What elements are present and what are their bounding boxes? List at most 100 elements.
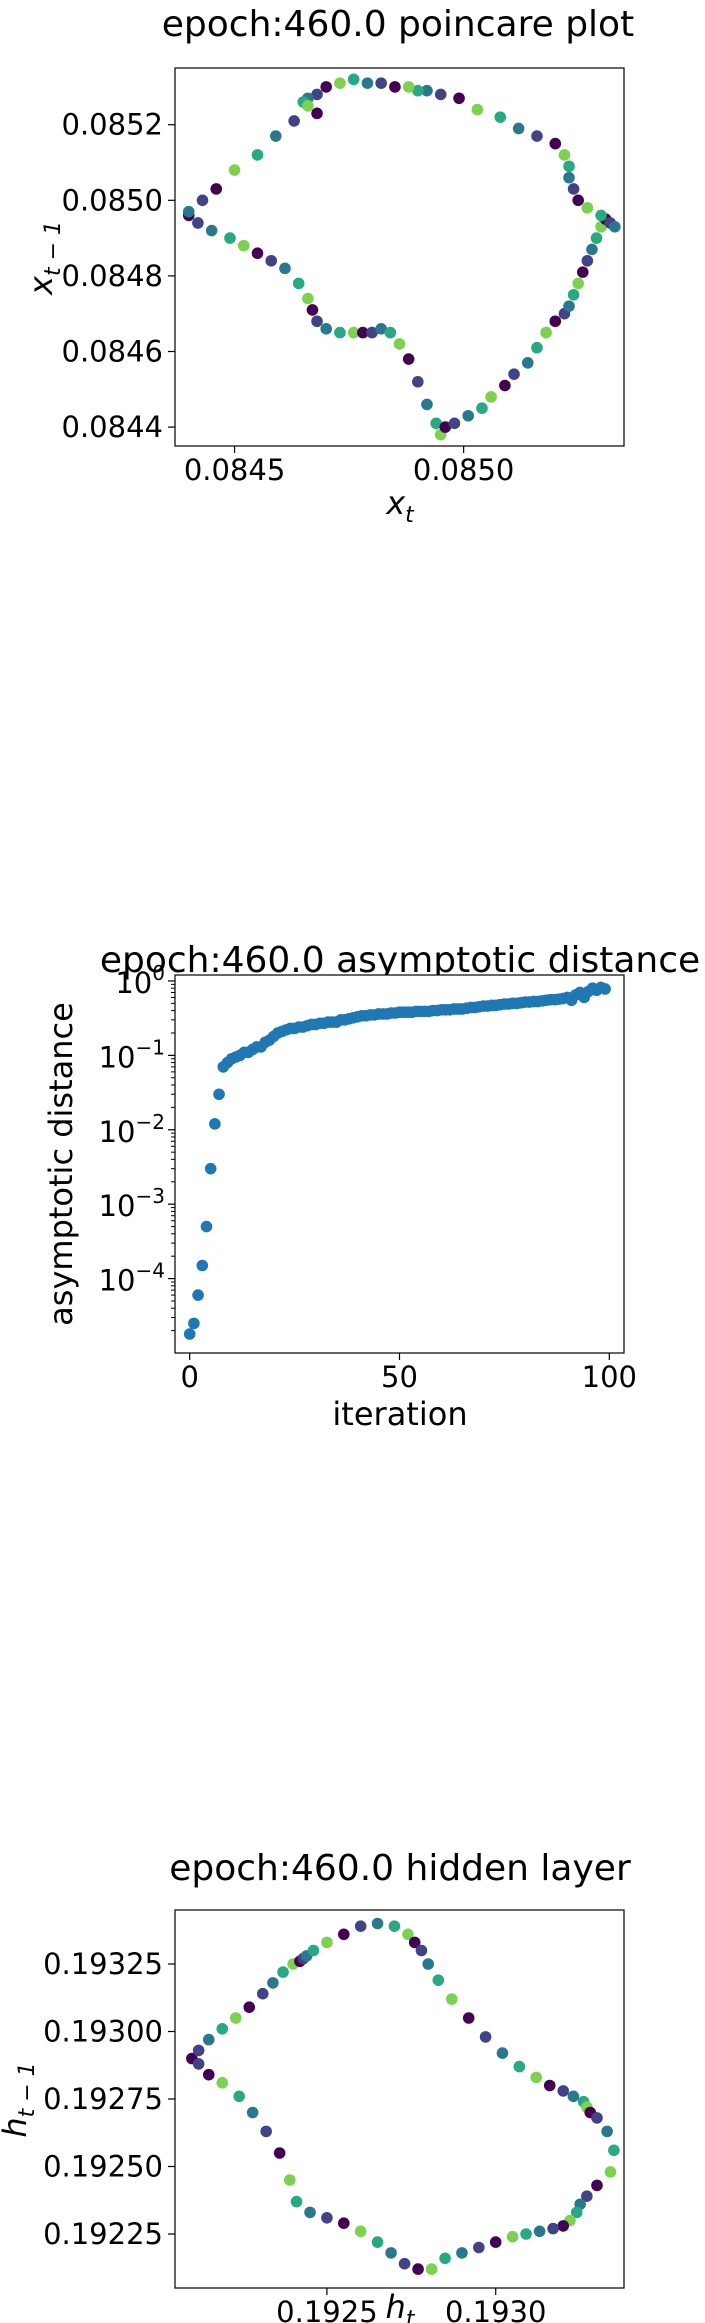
- hidden-layer-point: [408, 1936, 421, 1949]
- poincare-point: [334, 77, 346, 89]
- hidden-layer-point: [202, 2068, 215, 2081]
- hidden-layer-point: [321, 1936, 333, 1949]
- hidden-layer-y-tick-label: 0.19225: [43, 2217, 163, 2251]
- poincare-point: [412, 375, 424, 388]
- poincare-point: [412, 84, 424, 97]
- hidden-layer-y-tick-label: 0.19275: [43, 2082, 163, 2116]
- hidden-layer-point: [473, 2241, 485, 2254]
- hidden-layer-point: [290, 2195, 303, 2208]
- hidden-layer-y-label: ht − 1: [0, 2062, 40, 2137]
- poincare-point: [251, 247, 264, 260]
- poincare-point: [334, 326, 346, 339]
- hidden-layer-point: [415, 1944, 428, 1957]
- poincare-point: [279, 262, 291, 275]
- hidden-layer-point: [283, 2174, 296, 2186]
- poincare-point: [421, 84, 433, 97]
- asymptotic-x-tick-label: 0: [180, 1360, 198, 1394]
- poincare-point: [302, 100, 314, 112]
- poincare-point: [357, 326, 369, 339]
- poincare-point: [228, 164, 241, 176]
- hidden-layer-point: [591, 2112, 603, 2124]
- hidden-layer-point: [307, 1944, 320, 1957]
- asymptotic-y-tick-label: 10−3: [99, 1184, 165, 1223]
- hidden-layer-x-label: ht: [386, 2288, 416, 2323]
- hidden-layer-point: [304, 2206, 316, 2219]
- poincare-x-label: xt: [385, 484, 415, 528]
- poincare-point: [361, 77, 374, 89]
- poincare-point: [311, 88, 323, 101]
- hidden-layer-point: [581, 2190, 593, 2202]
- poincare-point: [586, 243, 598, 256]
- poincare-point: [421, 398, 433, 411]
- poincare-point: [448, 417, 461, 430]
- hidden-layer-point: [402, 1928, 414, 1941]
- hidden-layer-point: [604, 2166, 617, 2178]
- poincare-point: [549, 137, 562, 150]
- asymptotic-markers: [183, 981, 611, 1340]
- asymptotic-y-tick-label: 10−1: [99, 1035, 165, 1074]
- hidden-layer-point: [202, 2033, 215, 2046]
- hidden-layer-point: [216, 2077, 229, 2089]
- hidden-layer-y-ticks: 0.19225 0.19250 0.19275 0.19300 0.19325: [43, 1947, 175, 2251]
- poincare-point: [210, 183, 223, 195]
- hidden-layer-point: [398, 2257, 411, 2270]
- poincare-chart: epoch:460.0 poincare plot 0.0845 0.0850 0…: [22, 4, 634, 528]
- poincare-point: [508, 368, 520, 380]
- hidden-layer-x-ticks: 0.1925 0.1930: [276, 2288, 546, 2323]
- hidden-layer-point: [446, 1993, 458, 2005]
- asymptotic-point: [192, 1289, 204, 1301]
- hidden-layer-point: [591, 2179, 603, 2192]
- hidden-layer-y-tick-label: 0.19300: [43, 2015, 163, 2049]
- hidden-layer-point: [256, 1987, 269, 2000]
- poincare-x-tick-label: 0.0845: [184, 453, 285, 487]
- poincare-markers: [182, 73, 621, 441]
- asymptotic-point: [213, 1088, 225, 1101]
- hidden-layer-point: [260, 2125, 272, 2138]
- poincare-point: [306, 304, 319, 316]
- poincare-point: [302, 292, 314, 305]
- poincare-point: [366, 326, 378, 339]
- poincare-point: [192, 217, 204, 229]
- poincare-point: [320, 81, 332, 93]
- poincare-y-tick-label: 0.0852: [62, 108, 163, 142]
- poincare-point: [540, 326, 552, 339]
- poincare-title: epoch:460.0 poincare plot: [162, 4, 634, 45]
- hidden-layer-title: epoch:460.0 hidden layer: [169, 1848, 631, 1889]
- hidden-layer-point: [557, 2085, 570, 2097]
- hidden-layer-point: [192, 2044, 205, 2057]
- poincare-x-ticks: 0.0845 0.0850: [184, 446, 514, 487]
- hidden-layer-point: [388, 1920, 401, 1932]
- poincare-point: [576, 266, 589, 278]
- asymptotic-chart: epoch:460.0 asymptotic distance 0 50 100 1…: [42, 940, 700, 1433]
- hidden-layer-point: [608, 2144, 620, 2157]
- hidden-layer-point: [246, 2106, 259, 2119]
- hidden-layer-y-tick-label: 0.19325: [43, 1947, 163, 1981]
- poincare-point: [402, 353, 415, 365]
- poincare-plot-area: [174, 67, 625, 447]
- poincare-point: [595, 209, 607, 222]
- hidden-layer-point: [371, 2236, 384, 2248]
- hidden-layer-x-tick-label: 0.1925: [276, 2295, 377, 2323]
- hidden-layer-point: [533, 2225, 546, 2238]
- hidden-layer-chart: epoch:460.0 hidden layer 0.1925 0.1930 0.…: [0, 1848, 631, 2323]
- hidden-layer-point: [192, 2058, 205, 2070]
- asymptotic-x-ticks: 0 50 100: [180, 1353, 637, 1394]
- poincare-y-ticks: 0.0844 0.0846 0.0848 0.0850 0.0852: [62, 108, 175, 444]
- hidden-layer-point: [456, 2247, 468, 2259]
- poincare-point: [531, 341, 543, 354]
- poincare-point: [205, 224, 218, 237]
- poincare-point: [182, 205, 195, 218]
- poincare-point: [567, 289, 580, 301]
- hidden-layer-point: [432, 1974, 445, 1986]
- poincare-point: [558, 149, 571, 161]
- asymptotic-point: [209, 1118, 221, 1130]
- poincare-point: [237, 239, 250, 252]
- poincare-point: [499, 379, 511, 392]
- hidden-layer-point: [543, 2079, 556, 2092]
- poincare-point: [288, 115, 300, 127]
- poincare-point: [581, 254, 594, 267]
- poincare-point: [292, 277, 305, 290]
- hidden-layer-point: [439, 2252, 451, 2265]
- asymptotic-point: [200, 1220, 213, 1233]
- hidden-layer-point: [425, 2263, 438, 2275]
